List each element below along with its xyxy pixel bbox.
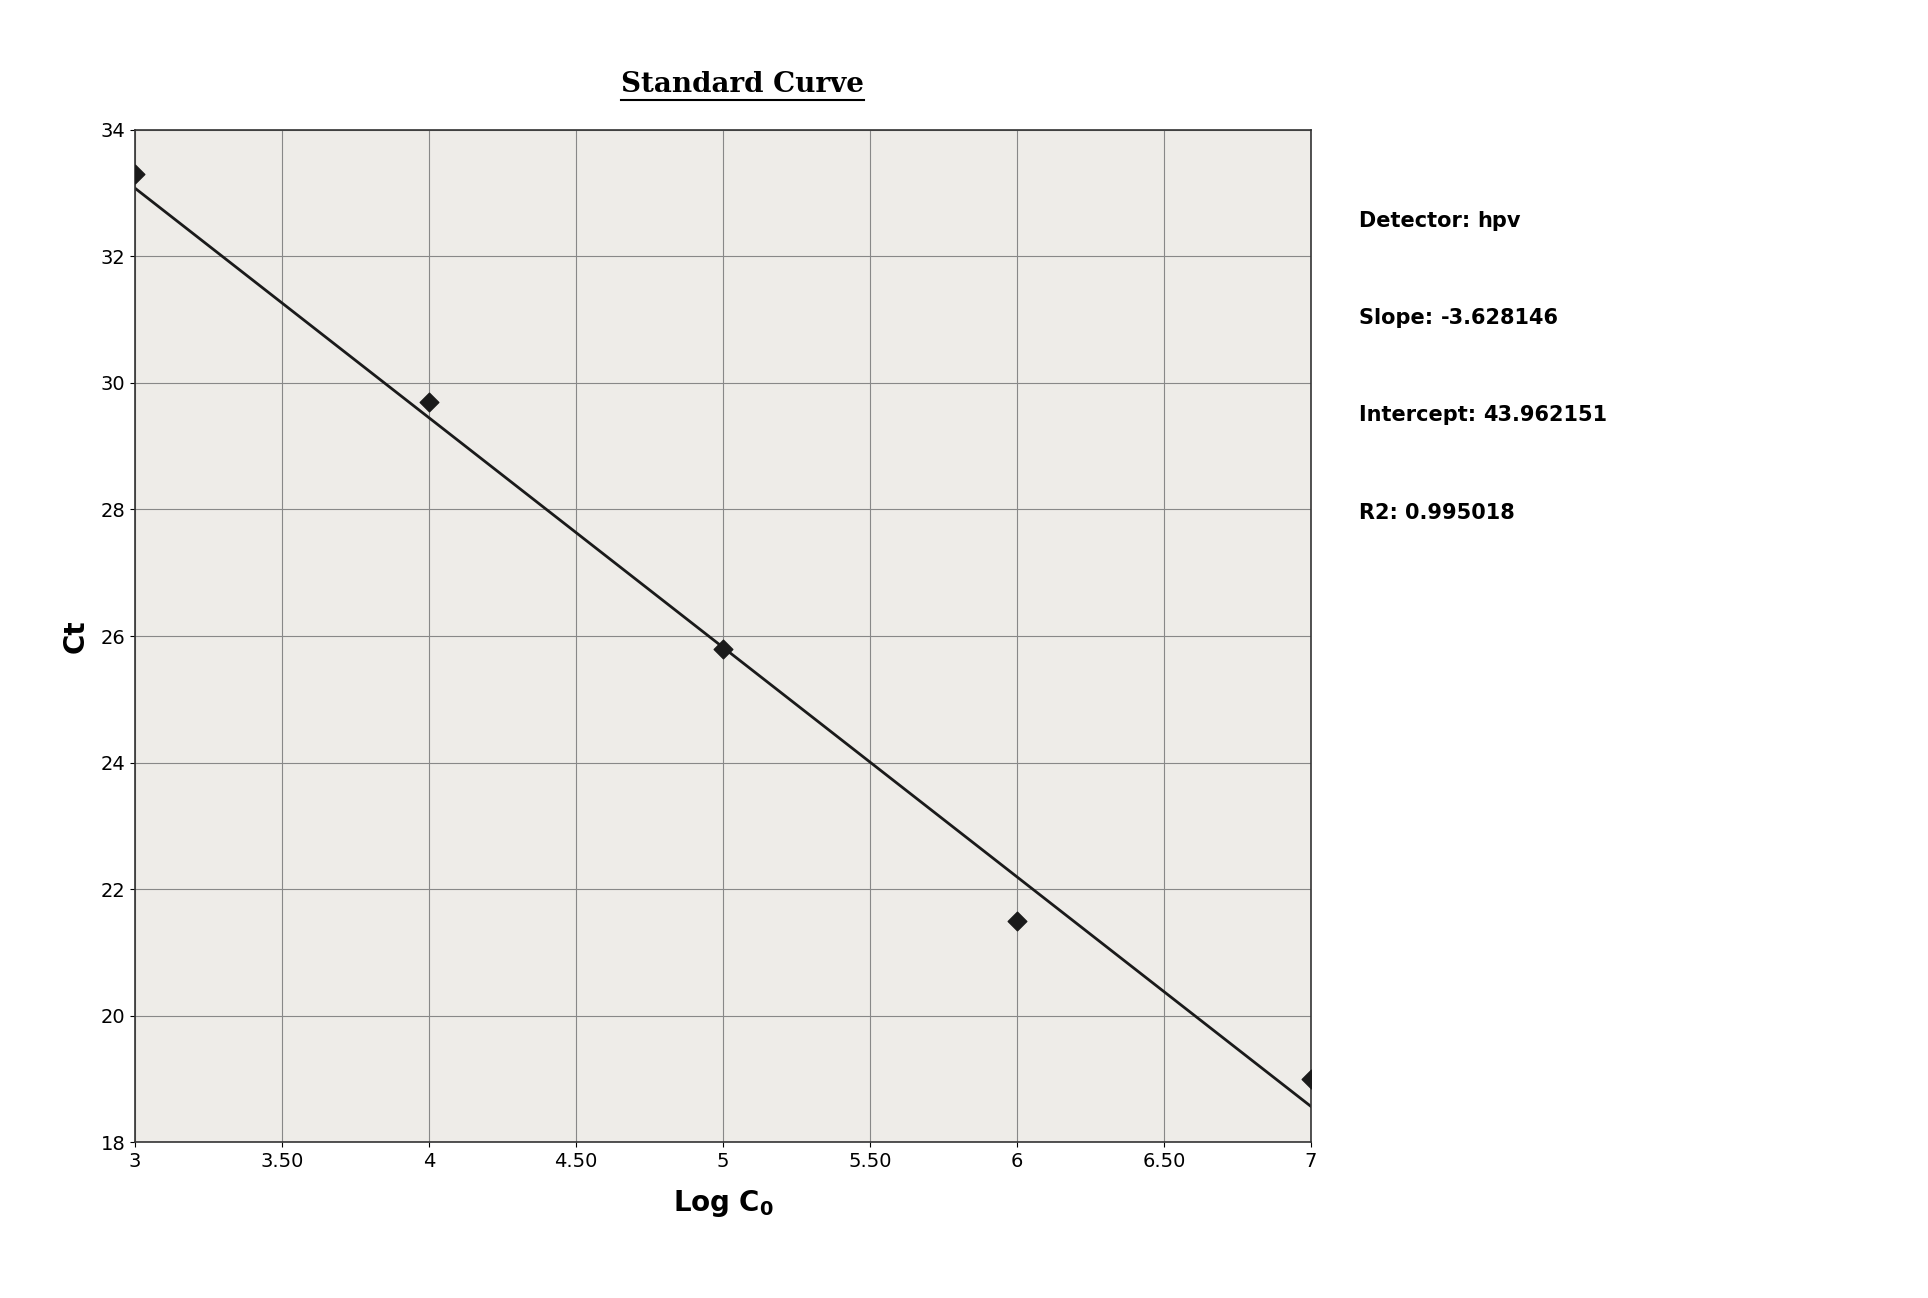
- Point: [120, 164, 150, 184]
- Y-axis label: Ct: Ct: [62, 619, 89, 653]
- Text: Detector:: Detector:: [1359, 210, 1477, 231]
- Text: 43.962151: 43.962151: [1485, 405, 1608, 426]
- Text: Standard Curve: Standard Curve: [621, 71, 864, 99]
- Point: [415, 392, 445, 413]
- X-axis label: $\bf{Log\ C_0}$: $\bf{Log\ C_0}$: [673, 1188, 773, 1219]
- Point: [1296, 1068, 1326, 1089]
- Text: Intercept:: Intercept:: [1359, 405, 1485, 426]
- Point: [708, 639, 738, 659]
- Text: 0.995018: 0.995018: [1406, 502, 1515, 523]
- Text: hpv: hpv: [1477, 210, 1521, 231]
- Text: -3.628146: -3.628146: [1440, 308, 1558, 328]
- Text: R2:: R2:: [1359, 502, 1406, 523]
- Text: Slope:: Slope:: [1359, 308, 1440, 328]
- Point: [1003, 910, 1033, 931]
